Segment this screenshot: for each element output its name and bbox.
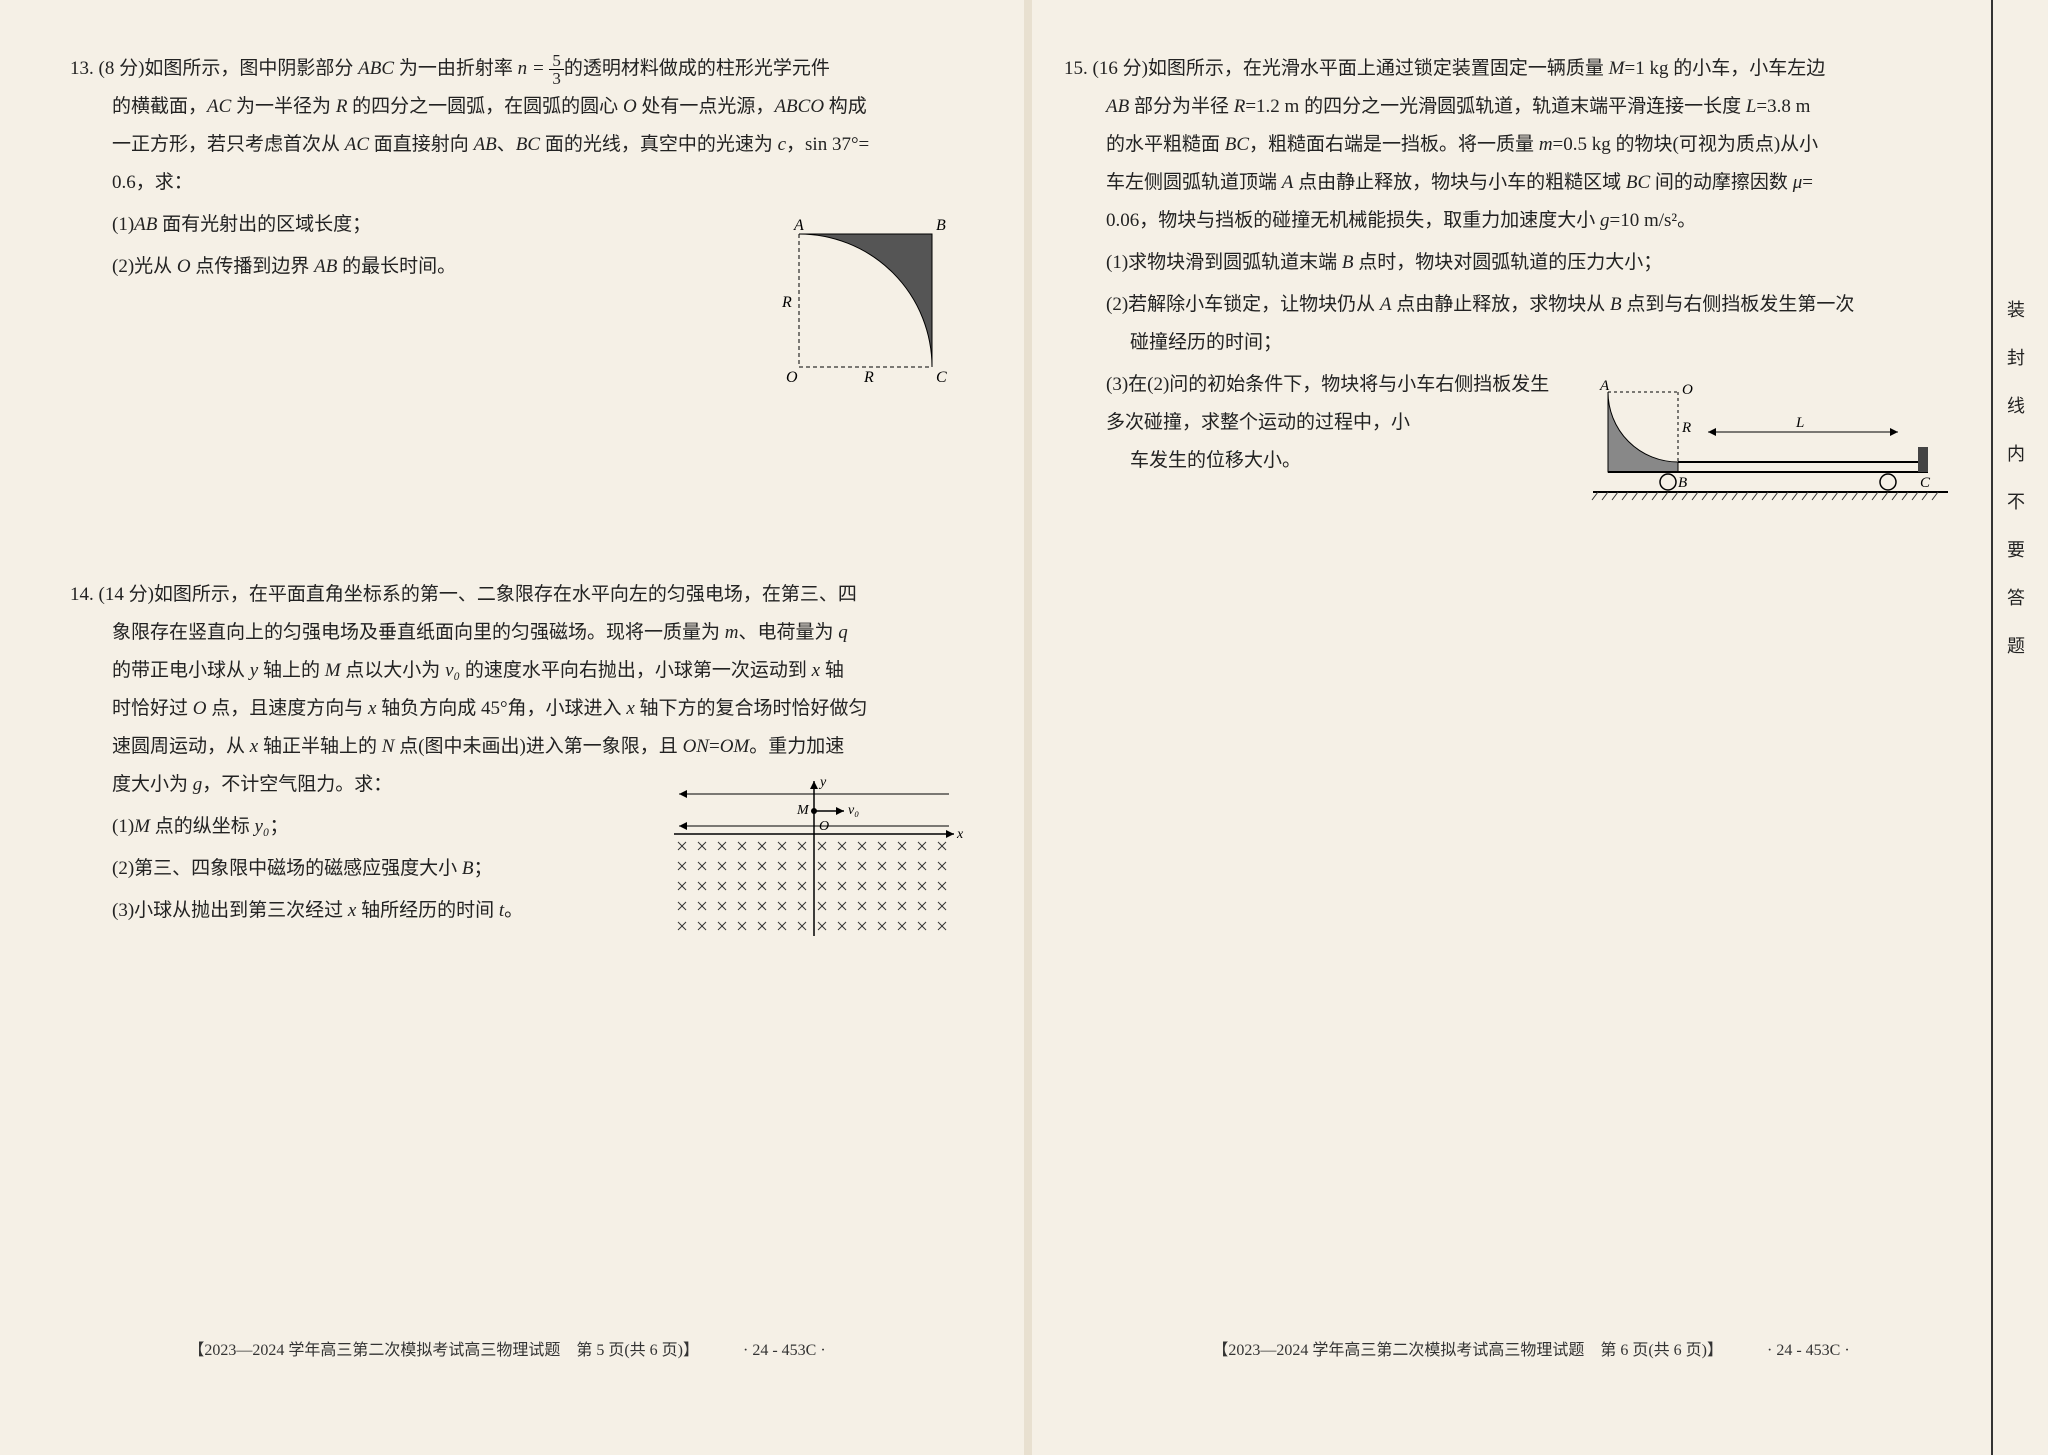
svg-text:C: C bbox=[1920, 475, 1931, 491]
p15-num: 15. bbox=[1064, 58, 1088, 79]
binding-line bbox=[1991, 0, 1993, 1455]
problem-14: 14. (14 分)如图所示，在平面直角坐标系的第一、二象限存在水平向左的匀强电… bbox=[70, 576, 964, 960]
svg-text:C: C bbox=[936, 369, 947, 386]
svg-text:B: B bbox=[936, 217, 946, 234]
p13-num: 13. bbox=[70, 58, 94, 79]
svg-text:M: M bbox=[796, 803, 810, 818]
binding-text: 装封线内不要答题 bbox=[2002, 300, 2028, 684]
svg-text:x: x bbox=[956, 827, 964, 842]
figure-15: A O R B C L bbox=[1588, 372, 1958, 526]
p14-points: (14 分) bbox=[99, 584, 154, 605]
svg-text:v₀: v₀ bbox=[848, 803, 859, 818]
p15-points: (16 分) bbox=[1093, 58, 1148, 79]
footer-left: 【2023—2024 学年高三第二次模拟考试高三物理试题 第 5 页(共 6 页… bbox=[0, 1336, 1014, 1360]
svg-text:R: R bbox=[863, 369, 874, 386]
svg-text:A: A bbox=[1599, 378, 1610, 394]
p13-points: (8 分) bbox=[99, 58, 145, 79]
svg-text:B: B bbox=[1678, 475, 1687, 491]
svg-text:L: L bbox=[1795, 415, 1804, 431]
svg-text:R: R bbox=[781, 294, 792, 311]
svg-text:O: O bbox=[786, 369, 798, 386]
figure-14: x y M v₀ O bbox=[664, 776, 964, 960]
problem-13: 13. (8 分)如图所示，图中阴影部分 ABC 为一由折射率 n = 53的透… bbox=[70, 50, 964, 416]
figure-13: A B C O R R bbox=[774, 212, 964, 416]
svg-text:R: R bbox=[1681, 420, 1691, 436]
svg-text:y: y bbox=[818, 776, 827, 790]
problem-15: 15. (16 分)如图所示，在光滑水平面上通过锁定装置固定一辆质量 M=1 k… bbox=[1064, 50, 1958, 526]
svg-text:A: A bbox=[793, 217, 804, 234]
svg-text:O: O bbox=[1682, 382, 1693, 398]
p14-num: 14. bbox=[70, 584, 94, 605]
footer-right: 【2023—2024 学年高三第二次模拟考试高三物理试题 第 6 页(共 6 页… bbox=[1014, 1336, 2048, 1360]
